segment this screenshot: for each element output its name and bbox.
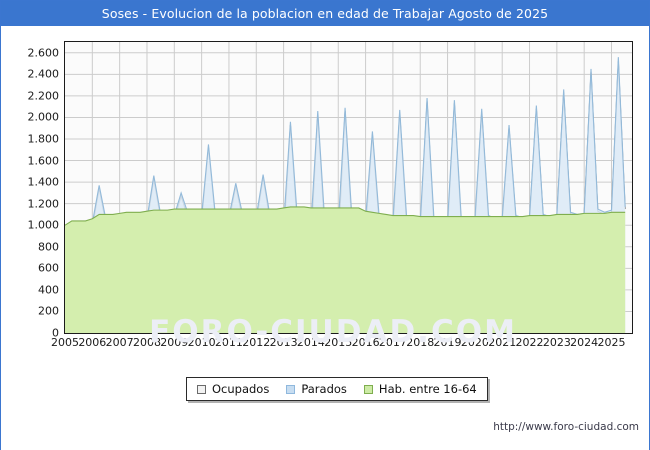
y-tick-label: 1.600 — [27, 154, 60, 168]
x-tick-label: 2006 — [78, 336, 107, 349]
y-tick-label: 400 — [38, 283, 59, 297]
plot-area — [64, 41, 633, 334]
x-tick-label: 2016 — [351, 336, 380, 349]
y-tick-label: 2.000 — [27, 110, 60, 124]
y-tick-label: 1.000 — [27, 218, 60, 232]
y-tick-label: 200 — [38, 304, 59, 318]
legend-swatch-icon — [363, 384, 373, 394]
y-tick-label: 600 — [38, 261, 59, 275]
window-title-bar: Soses - Evolucion de la poblacion en eda… — [1, 1, 649, 26]
legend-item-parados[interactable]: Parados — [286, 382, 347, 396]
x-tick-label: 2009 — [160, 336, 189, 349]
legend-swatch-icon — [197, 384, 206, 394]
legend-item-hab-16-64[interactable]: Hab. entre 16-64 — [363, 382, 477, 396]
x-tick-label: 2017 — [378, 336, 407, 349]
x-tick-label: 2024 — [570, 336, 599, 349]
legend-swatch-icon — [286, 384, 296, 394]
x-tick-label: 2020 — [460, 336, 489, 349]
legend-item-ocupados[interactable]: Ocupados — [197, 382, 269, 396]
y-tick-label: 2.600 — [27, 46, 60, 60]
chart-legend: Ocupados Parados Hab. entre 16-64 — [186, 377, 488, 401]
y-tick-label: 1.800 — [27, 132, 60, 146]
legend-label: Parados — [301, 382, 347, 396]
x-axis-labels: 2005 2006 2007 2008 2009 2010 2011 2012 2013 2014… — [51, 336, 633, 354]
x-tick-label: 2011 — [214, 336, 243, 349]
x-tick-label: 2007 — [105, 336, 134, 349]
y-tick-label: 1.400 — [27, 175, 60, 189]
x-tick-label: 2005 — [51, 336, 79, 349]
x-tick-label: 2014 — [296, 336, 325, 349]
x-tick-label: 2023 — [542, 336, 571, 349]
x-tick-label: 2010 — [187, 336, 216, 349]
y-tick-label: 0 — [52, 326, 59, 340]
chart-container: 0 200 400 600 800 1.000 1.200 1.400 1.600 1.800 2.… — [1, 26, 649, 450]
y-tick-label: 2.400 — [27, 67, 60, 81]
x-tick-label: 2012 — [242, 336, 271, 349]
y-tick-label: 800 — [38, 240, 59, 254]
x-tick-label: 2022 — [515, 336, 544, 349]
y-tick-label: 2.200 — [27, 89, 60, 103]
x-tick-label: 2015 — [324, 336, 353, 349]
x-tick-label: 2008 — [132, 336, 161, 349]
source-url: http://www.foro-ciudad.com — [493, 421, 639, 433]
plot-area-wrapper — [64, 41, 633, 334]
x-tick-label: 2021 — [488, 336, 517, 349]
legend-label: Hab. entre 16-64 — [378, 382, 477, 396]
x-tick-label: 2019 — [433, 336, 462, 349]
x-tick-label: 2018 — [406, 336, 435, 349]
y-tick-label: 1.200 — [27, 197, 60, 211]
x-tick-label: 2025 — [597, 336, 626, 349]
chart-svg — [65, 42, 632, 333]
legend-label: Ocupados — [212, 382, 270, 396]
x-tick-label: 2013 — [269, 336, 298, 349]
page-title: Soses - Evolucion de la poblacion en eda… — [101, 6, 549, 21]
y-axis-labels: 0 200 400 600 800 1.000 1.200 1.400 1.600 1.800 2.… — [1, 41, 60, 339]
